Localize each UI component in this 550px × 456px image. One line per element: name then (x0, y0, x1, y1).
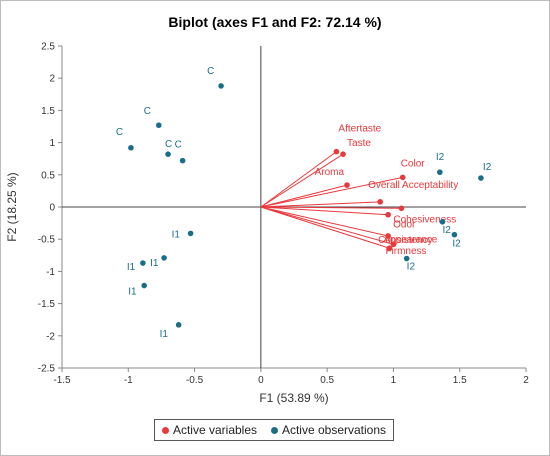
observation-label: I1 (172, 229, 181, 240)
axes: -1.5 -1 -0.5 0 0.5 1 1.5 2 2.5 2 1.5 1 0.5 0 -0.5 -1 -1.… (38, 42, 529, 387)
x-tick-label: 0 (258, 375, 264, 386)
legend-item-active-observations: Active observations (270, 423, 387, 437)
variable-point (390, 241, 397, 248)
x-tick-label: 2 (523, 375, 529, 386)
y-tick-label: 0.5 (41, 170, 55, 181)
y-tick-label: 2 (49, 74, 55, 85)
observation-label: C (175, 140, 182, 151)
x-tick-label: 0.5 (320, 375, 334, 386)
variable-vector (260, 206, 389, 216)
legend-label-active-observations: Active observations (281, 423, 387, 437)
x-axis-label: F1 (53.89 %) (259, 391, 328, 405)
observation-label: I2 (407, 262, 416, 273)
y-tick-label: 1 (49, 138, 55, 149)
variable-vector (260, 206, 394, 245)
observation-label: I1 (127, 262, 136, 273)
observation-label: C (144, 106, 151, 117)
variables-layer: Aftertaste Taste Aroma Color Overall Accepta… (260, 124, 458, 257)
variable-point (385, 211, 391, 218)
variable-point (333, 148, 340, 155)
observation-point (439, 219, 446, 225)
observation-label: I2 (483, 162, 492, 173)
y-tick-label: 0 (49, 203, 55, 214)
variable-label: Aroma (315, 167, 345, 178)
variable-vector (260, 206, 390, 249)
legend-label-active-variables: Active variables (172, 423, 258, 437)
legend: Active variables Active observations (154, 419, 394, 441)
legend-marker-teal-dot-icon (270, 426, 278, 434)
observation-label: I2 (436, 152, 445, 163)
observation-point (128, 144, 134, 151)
observation-point (141, 282, 147, 289)
chart-title: Biplot (axes F1 and F2: 72.14 %) (168, 14, 381, 30)
variable-vector (260, 206, 402, 209)
observation-point (437, 169, 443, 176)
observation-point (451, 231, 458, 238)
variable-point (377, 199, 383, 205)
observation-label: I1 (160, 329, 169, 340)
observation-point (140, 260, 146, 266)
y-tick-label: -2.5 (38, 364, 56, 375)
variable-vector (260, 201, 381, 208)
variable-point (386, 245, 393, 252)
variable-label: Odor (393, 220, 416, 231)
variable-point (398, 205, 405, 212)
x-tick-label: 1.5 (453, 375, 467, 386)
y-tick-label: 2.5 (41, 42, 55, 53)
variable-point (399, 174, 406, 181)
observation-point (175, 322, 182, 328)
variable-label: Color (401, 158, 426, 169)
y-tick-label: -0.5 (38, 235, 56, 246)
variable-label: Appearance (383, 234, 437, 245)
observation-label: I2 (442, 225, 451, 236)
y-tick-label: -1 (46, 267, 55, 278)
variable-label: Cohesiveness (393, 214, 456, 225)
observation-point (478, 175, 484, 181)
variable-vector (260, 151, 337, 208)
variable-label: Aftertaste (338, 124, 381, 135)
x-tick-label: 1 (391, 375, 397, 386)
variable-point (344, 182, 350, 188)
observation-point (161, 255, 167, 261)
x-tick-label: -1 (124, 375, 133, 386)
observation-point (218, 83, 224, 89)
observation-label: C (165, 139, 172, 150)
variable-label: Taste (347, 138, 371, 149)
observation-point (165, 151, 171, 157)
observation-point (155, 122, 162, 129)
observation-point (403, 255, 410, 262)
variable-label: Consistency (378, 235, 432, 246)
y-tick-label: -1.5 (38, 299, 56, 310)
observation-point (179, 157, 186, 164)
observation-label: I1 (128, 287, 137, 298)
y-tick-label: -2 (46, 331, 55, 342)
variable-vector (260, 184, 348, 208)
variable-vector (260, 153, 344, 208)
variable-label: Overall Acceptability (368, 180, 458, 191)
observation-label: C (116, 127, 123, 138)
legend-item-active-variables: Active variables (161, 423, 258, 437)
x-tick-label: -1.5 (53, 375, 71, 386)
observation-point (187, 230, 194, 237)
variable-vector (260, 176, 403, 208)
variable-point (385, 233, 391, 239)
y-axis-label: F2 (18.25 %) (5, 172, 19, 241)
y-tick-label: 1.5 (41, 106, 55, 117)
variable-label: Firmness (385, 246, 426, 257)
observation-label: I2 (452, 239, 461, 250)
observation-label: I1 (150, 258, 159, 269)
legend-marker-red-dot-icon (161, 426, 169, 434)
observation-label: C (207, 66, 214, 77)
variable-vector (260, 206, 389, 237)
variable-point (340, 151, 346, 157)
x-tick-label: -0.5 (186, 375, 204, 386)
